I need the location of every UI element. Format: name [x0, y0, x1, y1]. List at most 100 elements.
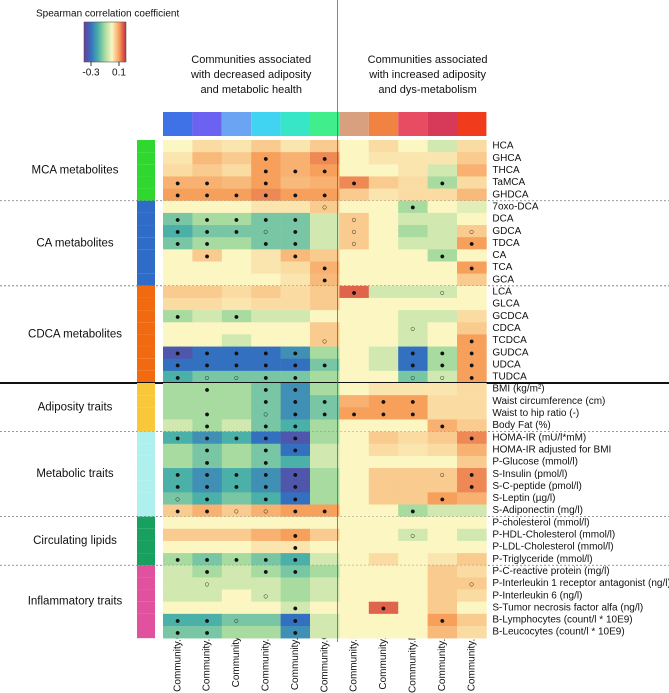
cell: [398, 285, 428, 299]
significance-mark: ○: [204, 372, 209, 382]
cell: [427, 140, 458, 153]
cell: [310, 407, 340, 420]
cell: [310, 273, 340, 287]
cell: [457, 553, 487, 566]
cell: [368, 285, 399, 299]
cell: [427, 540, 458, 554]
significance-mark: ●: [204, 555, 209, 565]
cell: [310, 431, 340, 445]
column-label: Community.I: [231, 632, 242, 687]
row-label: P-LDL-Cholesterol (mmol/l): [492, 542, 613, 553]
cell: [398, 431, 428, 445]
cell: [457, 164, 487, 177]
row-color: [137, 407, 155, 420]
row-label: P-Triglyceride (mmol/l): [492, 554, 592, 565]
cell: [427, 322, 458, 335]
cell: [251, 273, 281, 287]
cell: [163, 164, 193, 177]
significance-mark: ●: [204, 178, 209, 188]
cell: [192, 431, 223, 445]
significance-mark: ●: [204, 482, 209, 492]
cell: [163, 589, 193, 602]
cell: [427, 370, 458, 384]
row-color: [137, 468, 155, 481]
row-label: P-C-reactive protein (mg/l): [492, 566, 609, 577]
cell: [280, 237, 311, 250]
cell: [427, 601, 458, 615]
row-color: [137, 383, 155, 396]
column-group-header: Communities associated: [368, 54, 488, 66]
cell: [251, 553, 281, 566]
cell: [398, 249, 428, 262]
significance-mark: ●: [204, 348, 209, 358]
cell: [457, 346, 487, 359]
significance-mark: ○: [322, 336, 327, 346]
significance-mark: ●: [234, 360, 239, 370]
row-label: TCDCA: [492, 335, 527, 346]
row-color: [137, 480, 155, 493]
significance-mark: ●: [263, 433, 268, 443]
row-color: [137, 395, 155, 408]
cell: [339, 225, 370, 238]
cell: [368, 188, 399, 202]
cell: [221, 528, 252, 542]
significance-mark: ●: [293, 166, 298, 176]
cell: [163, 577, 193, 590]
significance-mark: ●: [204, 433, 209, 443]
cell: [280, 419, 311, 432]
significance-mark: ●: [204, 615, 209, 625]
cell: [398, 626, 428, 639]
cell: [163, 528, 193, 542]
row-label: GHCA: [492, 153, 521, 164]
cell: [280, 492, 311, 505]
cell: [368, 504, 399, 517]
cell: [339, 565, 370, 578]
cell: [339, 553, 370, 566]
cell: [163, 455, 193, 469]
row-label: B-Lymphocytes (count/l * 10E9): [492, 615, 632, 626]
cell: [310, 455, 340, 469]
significance-mark: ●: [381, 409, 386, 419]
cell: [398, 455, 428, 469]
cell: [398, 225, 428, 238]
cell: [310, 492, 340, 505]
significance-mark: ●: [293, 360, 298, 370]
row-label: S-Tumor necrosis factor alfa (ng/l): [492, 602, 643, 613]
cell: [192, 346, 223, 359]
cell: [310, 225, 340, 238]
cell: [251, 225, 281, 238]
cell: [457, 176, 487, 189]
cell: [221, 468, 252, 481]
cell: [280, 358, 311, 372]
cell: [163, 492, 193, 505]
cell: [310, 565, 340, 578]
cell: [251, 358, 281, 372]
row-label: S-C-peptide (pmol/l): [492, 481, 581, 492]
cell: [339, 589, 370, 602]
significance-mark: ●: [204, 409, 209, 419]
cell: [251, 164, 281, 177]
cell: [310, 188, 340, 202]
cell: [427, 200, 458, 214]
significance-mark: ○: [263, 227, 268, 237]
cell: [427, 589, 458, 602]
significance-mark: ●: [351, 409, 356, 419]
cell: [221, 212, 252, 226]
significance-mark: ●: [204, 384, 209, 394]
column-label: Community.M: [408, 632, 419, 693]
cell: [368, 589, 399, 602]
cell: [339, 273, 370, 287]
cell: [310, 516, 340, 530]
significance-mark: ●: [293, 542, 298, 552]
cell: [221, 504, 252, 517]
column-group-header: and dys-metabolism: [378, 84, 476, 96]
cell: [192, 322, 223, 335]
cell: [457, 443, 487, 457]
cell: [310, 589, 340, 602]
cell: [310, 504, 340, 517]
significance-mark: ●: [263, 372, 268, 382]
cell: [192, 188, 223, 202]
row-color: [137, 431, 155, 444]
significance-mark: ●: [263, 421, 268, 431]
cell: [221, 188, 252, 202]
